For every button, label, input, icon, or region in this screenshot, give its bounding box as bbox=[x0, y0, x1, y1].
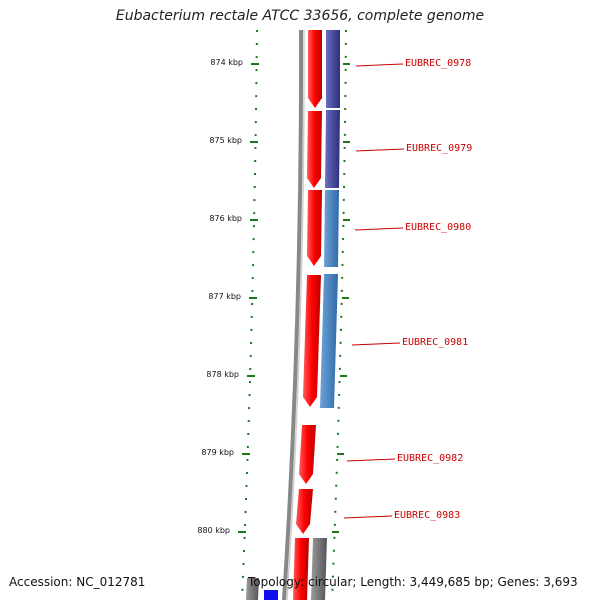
match-block-blue bbox=[264, 590, 278, 600]
cds-arrows bbox=[293, 30, 322, 600]
cds-arrow bbox=[293, 538, 309, 600]
gene-label[interactable]: EUBREC_0983 bbox=[394, 510, 461, 521]
gene-label[interactable]: EUBREC_0978 bbox=[405, 58, 472, 69]
tick-label: 874 kbp bbox=[210, 58, 243, 67]
cds-arrow bbox=[307, 190, 322, 266]
match-block-dark bbox=[325, 110, 340, 188]
leader-line bbox=[351, 342, 401, 346]
cds-arrow bbox=[296, 489, 313, 534]
genome-backbone bbox=[282, 29, 304, 600]
match-block-light bbox=[320, 274, 338, 408]
leader-line bbox=[355, 148, 405, 152]
match-block-dark bbox=[326, 30, 340, 108]
leader-line bbox=[354, 227, 404, 231]
gene-label[interactable]: EUBREC_0979 bbox=[406, 143, 473, 154]
match-block-grey bbox=[246, 578, 259, 600]
accession-text: Accession: NC_012781 bbox=[9, 575, 146, 589]
tick-label: 879 kbp bbox=[201, 448, 234, 457]
tick-label: 880 kbp bbox=[197, 526, 230, 535]
gene-label[interactable]: EUBREC_0980 bbox=[405, 222, 472, 233]
leader-line bbox=[346, 458, 396, 462]
cds-arrow bbox=[308, 30, 322, 108]
tick-label: 877 kbp bbox=[208, 292, 241, 301]
tick-label: 876 kbp bbox=[209, 214, 242, 223]
leader-line bbox=[355, 63, 404, 67]
cds-arrow bbox=[307, 111, 322, 188]
label-leaders bbox=[343, 63, 405, 519]
genome-summary-text: Topology: circular; Length: 3,449,685 bp… bbox=[248, 575, 578, 589]
match-block-light bbox=[324, 190, 339, 267]
inner-dotted-ring bbox=[241, 29, 258, 600]
leader-line bbox=[343, 515, 393, 519]
match-block-grey bbox=[311, 538, 327, 600]
tick-label: 875 kbp bbox=[209, 136, 242, 145]
gene-label[interactable]: EUBREC_0982 bbox=[397, 453, 464, 464]
map-title: Eubacterium rectale ATCC 33656, complete… bbox=[115, 8, 485, 24]
scale-ticks bbox=[238, 63, 350, 533]
cds-arrow bbox=[303, 275, 321, 407]
tick-label: 878 kbp bbox=[206, 370, 239, 379]
cds-arrow bbox=[299, 425, 316, 484]
gene-label[interactable]: EUBREC_0981 bbox=[402, 337, 469, 348]
